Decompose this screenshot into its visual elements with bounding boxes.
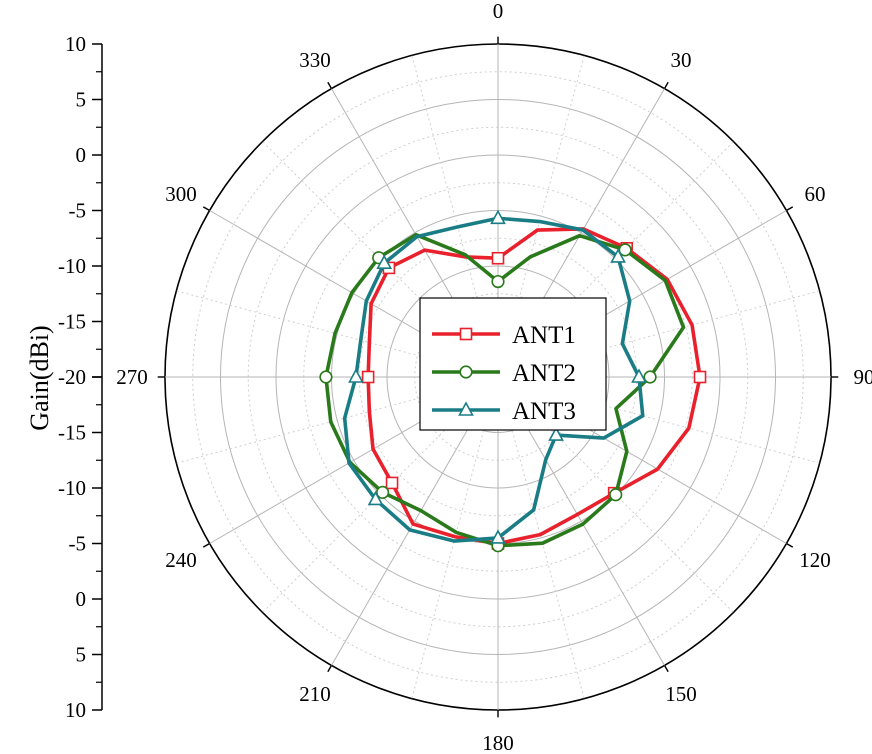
radial-tick-label: -5 — [69, 532, 87, 556]
data-point-ant1 — [491, 251, 505, 265]
data-point-ant3 — [631, 368, 647, 383]
data-point-ant3 — [610, 248, 626, 263]
legend-label: ANT1 — [512, 322, 576, 349]
data-point-ant2 — [618, 243, 632, 257]
legend-item: ANT3 — [432, 398, 576, 425]
radial-axis: 10 5 0 -5 -10 -15 -20 -15 -10 -5 0 5 10 — [58, 32, 103, 722]
angle-tick — [663, 665, 669, 673]
angle-tick — [786, 206, 794, 212]
minor-spoke — [536, 415, 734, 613]
data-point-ant3 — [348, 368, 364, 383]
legend-label: ANT2 — [512, 360, 576, 387]
radial-tick-label: -10 — [58, 476, 86, 500]
angle-label: 120 — [799, 548, 831, 572]
angle-label: 0 — [493, 0, 504, 23]
angle-tick — [202, 206, 210, 212]
radial-tick-label: 0 — [76, 587, 87, 611]
angle-label: 150 — [665, 682, 697, 706]
legend: ANT1 ANT2 ANT3 — [419, 297, 607, 431]
angle-label: 30 — [671, 48, 692, 72]
series-layer — [319, 209, 707, 553]
data-point-ant1 — [385, 476, 399, 490]
data-point-ant1 — [361, 370, 375, 384]
angle-label: 180 — [482, 731, 514, 754]
legend-label: ANT3 — [512, 398, 576, 425]
radial-tick-label: -20 — [58, 365, 86, 389]
minor-spoke — [176, 390, 445, 464]
angle-tick — [202, 542, 210, 548]
data-point-ant3 — [376, 254, 393, 269]
angle-label: 90 — [854, 365, 872, 389]
minor-spoke — [511, 55, 585, 324]
data-point-ant2 — [376, 485, 390, 499]
data-point-ant2 — [643, 370, 657, 384]
legend-item: ANT1 — [432, 322, 576, 349]
radial-tick-label: 5 — [76, 88, 87, 112]
legend-box — [419, 297, 607, 431]
minor-spoke — [411, 55, 485, 324]
legend-swatch-marker — [459, 327, 473, 341]
data-point-ant3 — [548, 426, 564, 441]
data-point-ant2 — [319, 370, 333, 384]
radial-tick-label: 10 — [65, 698, 86, 722]
angle-tick-labels: 0 30 60 90 120 150 180 210 240 270 300 330 — [116, 0, 872, 754]
angle-label: 240 — [165, 548, 197, 572]
angle-tick — [327, 81, 333, 89]
radial-tick-label: 10 — [65, 32, 86, 56]
legend-swatch-marker — [459, 365, 473, 379]
radial-tick-label: -5 — [69, 199, 87, 223]
radial-tick-label: 0 — [76, 143, 87, 167]
data-point-ant3 — [367, 490, 384, 506]
radial-tick-label: 5 — [76, 643, 87, 667]
minor-spoke — [511, 430, 585, 699]
y-axis-title: Gain(dBi) — [25, 325, 54, 430]
angle-label: 210 — [299, 682, 331, 706]
data-point-ant2 — [609, 488, 623, 502]
angle-tick — [786, 542, 794, 548]
radial-tick-label: -10 — [58, 254, 86, 278]
legend-item: ANT2 — [432, 360, 576, 387]
angle-label: 270 — [116, 365, 148, 389]
minor-spoke — [262, 415, 460, 613]
radial-tick-label: -15 — [58, 310, 86, 334]
angle-tick — [663, 81, 669, 89]
angle-label: 300 — [165, 182, 197, 206]
radial-tick-label: -15 — [58, 421, 86, 445]
legend-swatch-marker — [458, 401, 474, 416]
angle-label: 330 — [299, 48, 331, 72]
minor-spoke — [411, 430, 485, 699]
data-point-ant3 — [490, 529, 506, 544]
angle-tick — [327, 665, 333, 673]
data-point-ant3 — [490, 209, 506, 225]
minor-spoke — [176, 290, 445, 364]
angle-label: 60 — [804, 182, 825, 206]
series-ant3 — [342, 209, 647, 544]
data-point-ant2 — [491, 274, 505, 289]
data-point-ant1 — [693, 370, 707, 384]
